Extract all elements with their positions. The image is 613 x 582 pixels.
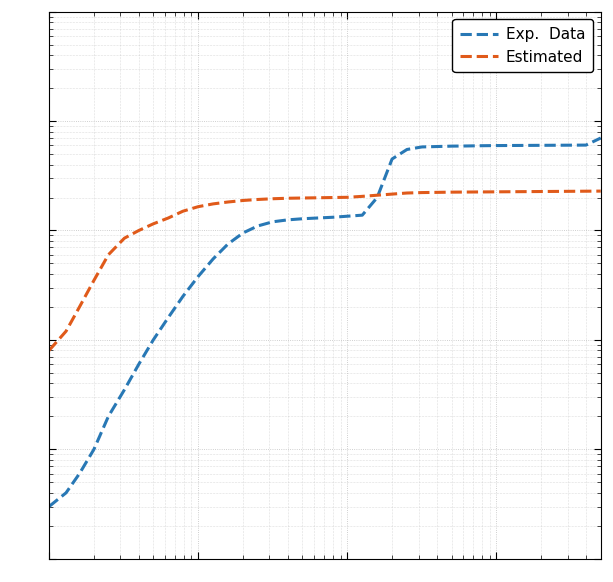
Estimated: [433, 189, 441, 196]
Estimated: [224, 198, 232, 205]
Exp.  Data: [63, 489, 70, 496]
Estimated: [478, 189, 485, 196]
Exp.  Data: [523, 142, 530, 149]
Exp.  Data: [194, 273, 202, 280]
Exp.  Data: [314, 215, 321, 222]
Estimated: [403, 190, 411, 197]
Exp.  Data: [240, 229, 247, 236]
Exp.  Data: [538, 142, 545, 149]
Exp.  Data: [508, 142, 515, 149]
Exp.  Data: [135, 361, 142, 368]
Estimated: [508, 188, 515, 195]
Exp.  Data: [45, 503, 53, 510]
Exp.  Data: [373, 194, 381, 201]
Estimated: [90, 277, 97, 284]
Estimated: [240, 197, 247, 204]
Estimated: [359, 193, 366, 200]
Estimated: [568, 188, 575, 195]
Exp.  Data: [493, 142, 500, 149]
Exp.  Data: [284, 217, 291, 223]
Exp.  Data: [254, 222, 262, 229]
Estimated: [135, 227, 142, 234]
Estimated: [314, 194, 321, 201]
Exp.  Data: [150, 336, 157, 343]
Estimated: [254, 196, 262, 203]
Exp.  Data: [448, 143, 455, 150]
Estimated: [597, 187, 604, 194]
Estimated: [538, 188, 545, 195]
Estimated: [45, 347, 53, 354]
Estimated: [179, 208, 186, 215]
Estimated: [76, 303, 83, 310]
Estimated: [269, 195, 276, 202]
Estimated: [344, 194, 351, 201]
Estimated: [121, 235, 128, 242]
Line: Estimated: Estimated: [49, 191, 601, 350]
Exp.  Data: [403, 146, 411, 153]
Estimated: [210, 200, 217, 207]
Estimated: [493, 189, 500, 196]
Exp.  Data: [582, 141, 590, 148]
Exp.  Data: [389, 155, 396, 162]
Exp.  Data: [90, 446, 97, 453]
Exp.  Data: [164, 314, 172, 321]
Exp.  Data: [269, 218, 276, 225]
Estimated: [150, 221, 157, 228]
Exp.  Data: [105, 413, 112, 420]
Exp.  Data: [418, 143, 425, 150]
Legend: Exp.  Data, Estimated: Exp. Data, Estimated: [452, 19, 593, 72]
Exp.  Data: [344, 212, 351, 219]
Exp.  Data: [597, 134, 604, 141]
Exp.  Data: [299, 215, 306, 222]
Exp.  Data: [179, 293, 186, 300]
Estimated: [329, 194, 336, 201]
Estimated: [418, 189, 425, 196]
Estimated: [164, 215, 172, 222]
Estimated: [373, 191, 381, 198]
Exp.  Data: [210, 255, 217, 262]
Estimated: [523, 188, 530, 195]
Line: Exp.  Data: Exp. Data: [49, 138, 601, 506]
Exp.  Data: [359, 212, 366, 219]
Estimated: [284, 195, 291, 202]
Exp.  Data: [463, 143, 470, 150]
Estimated: [582, 188, 590, 195]
Estimated: [448, 189, 455, 196]
Exp.  Data: [552, 142, 560, 149]
Exp.  Data: [76, 470, 83, 477]
Exp.  Data: [568, 141, 575, 148]
Exp.  Data: [224, 240, 232, 247]
Exp.  Data: [433, 143, 441, 150]
Estimated: [63, 328, 70, 335]
Estimated: [299, 194, 306, 201]
Exp.  Data: [329, 214, 336, 221]
Estimated: [194, 203, 202, 210]
Estimated: [552, 188, 560, 195]
Exp.  Data: [478, 142, 485, 149]
Exp.  Data: [121, 386, 128, 393]
Estimated: [105, 251, 112, 258]
Estimated: [389, 191, 396, 198]
Estimated: [463, 189, 470, 196]
